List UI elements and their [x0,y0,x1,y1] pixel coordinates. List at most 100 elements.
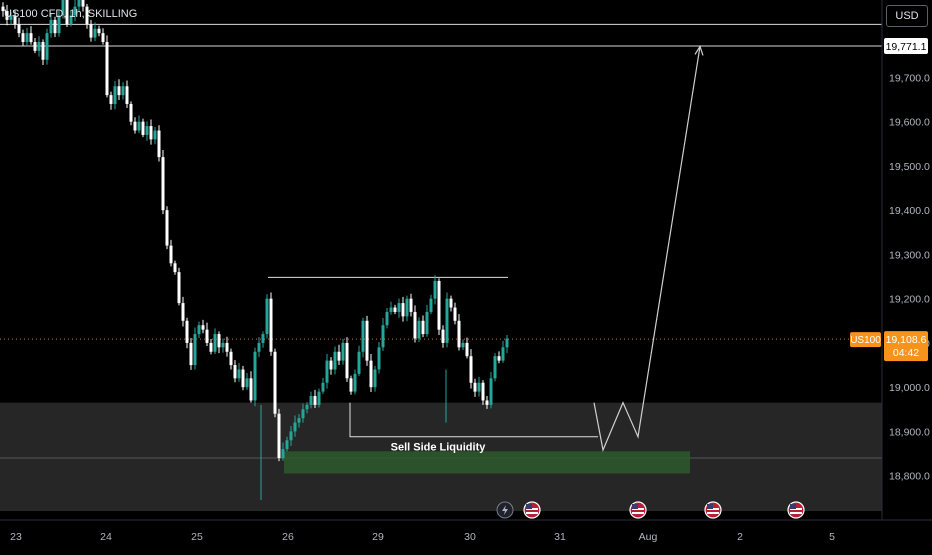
candle-body [129,103,133,122]
candle-body [229,351,233,366]
candle-body [197,325,201,335]
candle-body [269,298,273,352]
candle-body [337,351,341,361]
candle-body [445,298,449,343]
projected-price-path [593,46,701,453]
price-tick-label: 19,300.0 [889,249,930,261]
candle-body [421,320,425,335]
candle-body [281,449,285,458]
candle-body [97,28,101,34]
candle-body [397,303,401,312]
candle-body [217,334,221,348]
candle-body [69,15,73,25]
candle-body [425,311,429,335]
candle-body [73,6,77,16]
candle-body [297,418,301,423]
candle-body [221,342,225,348]
candle-body [205,329,209,343]
currency-badge[interactable]: USD [886,5,928,27]
candle-body [1,6,5,12]
candle-body [437,280,441,330]
time-tick-label: 23 [10,531,22,543]
candle-body [189,342,193,366]
candle-body [321,382,325,392]
candle-body [237,369,241,379]
level-price-label: 19,771.1 [886,41,927,53]
candle-body [65,0,69,25]
candle-body [433,280,437,299]
candle-body [449,298,453,308]
candle-body [353,373,357,392]
candle-body [101,33,105,43]
candle-body [85,6,89,25]
candle-body [209,342,213,352]
candle-body [169,245,173,264]
candle-body [393,307,397,312]
candle-body [61,0,65,16]
candle-body [261,334,265,343]
candle-body [9,15,13,20]
candle-body [21,33,25,43]
candle-body [457,320,461,348]
candle-body [93,28,97,38]
candle-body [241,369,245,388]
candle-body [201,325,205,330]
price-tick-label: 18,900.0 [889,426,930,438]
candle-body [157,130,161,158]
candle-body [461,342,465,348]
sell-side-liquidity-line [349,402,598,438]
candle-body [165,210,169,246]
price-tick-label: 19,200.0 [889,294,930,306]
candle-body [141,121,145,135]
current-price-tag [884,331,928,362]
candle-body [417,320,421,339]
time-tick-label: 2 [737,531,743,543]
candle-body [477,382,481,392]
candle-body [493,356,497,379]
candle-body [385,311,389,326]
time-tick-label: 29 [372,531,384,543]
candle-body [173,263,177,273]
candle-body [361,320,365,352]
candle-body [149,126,153,140]
candle-body [381,325,385,348]
candle-body [485,400,489,405]
candle-body [265,298,269,335]
candle-body [429,298,433,312]
candle-body [309,396,313,405]
candle-body [145,126,149,135]
candle-body [137,121,141,131]
candle-body [105,42,109,96]
candle-body [29,33,33,43]
candle-body [181,303,185,321]
chart-symbol-title: US100 CFD, 1h, SKILLING [4,8,138,20]
time-tick-label: 31 [554,531,566,543]
candle-body [365,320,369,361]
candle-body [373,369,377,388]
price-tick-label: 19,700.0 [889,72,930,84]
flag-stripe [790,512,802,514]
time-tick-label: 30 [464,531,476,543]
candle-body [465,342,469,357]
lightning-glyph [502,505,508,515]
candle-body [153,130,157,140]
price-tick-label: 19,500.0 [889,161,930,173]
candle-body [77,0,81,7]
candle-body [293,422,297,432]
candle-body [277,413,281,458]
candle-body [405,298,409,317]
candle-body [489,378,493,405]
candle-body [481,382,485,401]
time-tick-label: 5 [829,531,835,543]
candle-body [225,342,229,352]
candle-body [501,347,505,361]
price-tick-label: 19,000.0 [889,382,930,394]
sell-side-liquidity-label: Sell Side Liquidity [391,442,487,454]
candle-body [185,320,189,343]
candle-body [5,11,9,20]
candle-body [345,342,349,379]
candle-body [13,15,17,25]
candle-body [329,360,333,370]
